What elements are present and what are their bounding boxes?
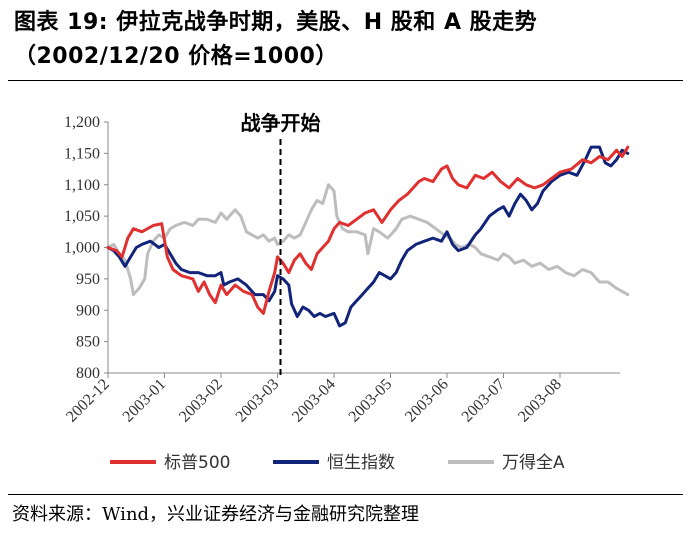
title-line-1: 图表 19: 伊拉克战争时期，美股、H 股和 A 股走势	[14, 10, 538, 35]
x-tick-label: 2003-04	[289, 376, 339, 426]
x-tick-label: 2003-07	[459, 376, 509, 426]
annotation-layer: 战争开始	[241, 111, 321, 379]
x-tick-label: 2003-08	[515, 376, 565, 426]
series-line-恒生指数	[106, 145, 630, 328]
x-tick-label: 2002-12	[63, 376, 113, 426]
y-tick-label: 800	[76, 365, 100, 382]
x-tick-label: 2003-02	[176, 376, 226, 426]
legend: 标普500 恒生指数 万得全A	[110, 453, 565, 473]
y-tick-label: 950	[76, 271, 100, 288]
y-tick-label: 1,100	[64, 177, 100, 194]
series-layer	[106, 145, 630, 328]
y-tick-label: 1,200	[64, 114, 100, 131]
y-tick-label: 1,000	[64, 240, 100, 257]
y-tick-label: 900	[76, 302, 100, 319]
legend-label: 万得全A	[502, 453, 565, 473]
x-tick-label: 2003-01	[120, 376, 170, 426]
top-rule	[8, 80, 683, 81]
series-line-万得全A	[106, 183, 630, 297]
x-tick-label: 2003-03	[233, 376, 283, 426]
war-start-label: 战争开始	[241, 111, 321, 135]
series-line-标普500	[106, 145, 630, 315]
x-tick-label: 2003-06	[402, 376, 452, 426]
y-tick-label: 850	[76, 334, 100, 351]
chart-title: 图表 19: 伊拉克战争时期，美股、H 股和 A 股走势 （2002/12/20…	[14, 6, 684, 74]
title-line-2: （2002/12/20 价格=1000）	[14, 44, 338, 69]
y-tick-label: 1,050	[64, 208, 100, 225]
source-note: 资料来源：Wind，兴业证券经济与金融研究院整理	[12, 504, 420, 525]
bottom-rule	[8, 494, 683, 495]
legend-label: 标普500	[164, 453, 230, 473]
y-tick-label: 1,150	[64, 145, 100, 162]
x-tick-label: 2003-05	[346, 376, 396, 426]
legend-label: 恒生指数	[327, 453, 395, 473]
